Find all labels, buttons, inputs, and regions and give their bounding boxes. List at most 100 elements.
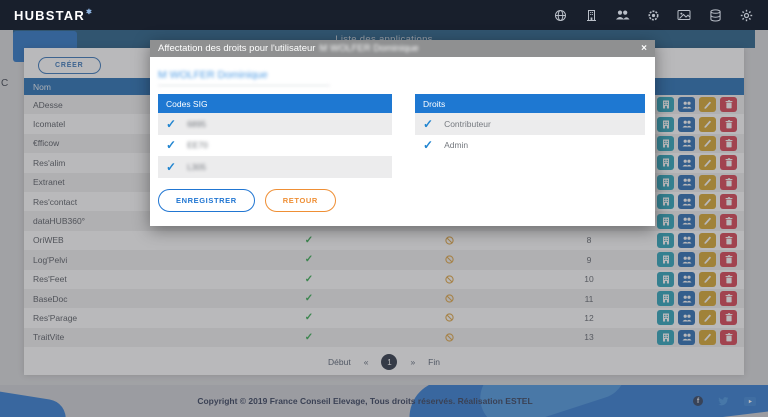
users-button[interactable] [678, 155, 695, 171]
image-icon[interactable] [676, 7, 692, 23]
delete-button[interactable] [720, 291, 737, 307]
pagination-next[interactable]: » [410, 357, 416, 367]
clipped-edge-text: C [1, 78, 9, 89]
edit-button[interactable] [699, 271, 716, 287]
edit-button[interactable] [699, 329, 716, 345]
back-button[interactable]: RETOUR [264, 188, 336, 212]
delete-button[interactable] [720, 194, 737, 210]
structures-button[interactable] [657, 97, 674, 113]
users-button[interactable] [678, 252, 695, 268]
app-name: TraitVite [33, 332, 65, 343]
app-name: Extranet [33, 177, 65, 188]
twitter-icon[interactable] [718, 396, 729, 406]
ban-icon [444, 313, 454, 323]
table-row: Icomatel ✓ [24, 114, 744, 133]
structures-button[interactable] [657, 252, 674, 268]
delete-button[interactable] [720, 252, 737, 268]
ban-icon [444, 333, 454, 342]
youtube-icon[interactable] [744, 396, 756, 406]
structures-button[interactable] [657, 329, 674, 345]
list-item[interactable]: ✓ Contributeur [415, 113, 645, 135]
check-icon: ✓ [166, 138, 177, 153]
users-button[interactable] [678, 232, 695, 248]
delete-button[interactable] [720, 213, 737, 229]
users-button[interactable] [678, 116, 695, 132]
edit-button[interactable] [699, 194, 716, 210]
create-button[interactable]: CRÉER [38, 57, 101, 74]
item-label: Contributeur [444, 118, 491, 129]
users-icon[interactable] [614, 7, 630, 23]
codes-sig-header: Codes SIG [158, 94, 392, 113]
close-icon[interactable]: × [641, 42, 647, 54]
structures-button[interactable] [657, 271, 674, 287]
structures-button[interactable] [657, 194, 674, 210]
list-item[interactable]: ✓ Admin [415, 135, 645, 157]
modal-body: M WOLFER Dominique Codes SIG ✓ 6895 ✓ EE… [150, 57, 655, 226]
delete-button[interactable] [720, 329, 737, 345]
top-navbar: HUBSTAR✱ [0, 0, 768, 30]
database-icon[interactable] [707, 7, 723, 23]
codes-list: ✓ 6895 ✓ EE70 ✓ L305 [158, 113, 392, 178]
delete-button[interactable] [720, 232, 737, 248]
edit-button[interactable] [699, 310, 716, 326]
users-button[interactable] [678, 97, 695, 113]
gear-icon[interactable] [738, 7, 754, 23]
badge-icon[interactable] [645, 7, 661, 23]
structures-button[interactable] [657, 116, 674, 132]
column-header-nom: Nom [33, 81, 51, 92]
structures-button[interactable] [657, 174, 674, 190]
users-button[interactable] [678, 194, 695, 210]
edit-button[interactable] [699, 291, 716, 307]
structures-button[interactable] [657, 135, 674, 151]
users-button[interactable] [678, 213, 695, 229]
globe-icon[interactable] [552, 7, 568, 23]
table-row: Res'Feet ✓ 10 [24, 270, 744, 289]
list-item[interactable]: ✓ 6895 [158, 113, 392, 135]
delete-button[interactable] [720, 97, 737, 113]
edit-button[interactable] [699, 213, 716, 229]
save-button[interactable]: ENREGISTRER [158, 188, 255, 212]
pagination-first[interactable]: Début [328, 357, 351, 367]
check-icon: ✓ [423, 116, 434, 131]
social-links: f [693, 396, 756, 406]
structures-button[interactable] [657, 232, 674, 248]
edit-button[interactable] [699, 155, 716, 171]
delete-button[interactable] [720, 271, 737, 287]
app-name: BaseDoc [33, 293, 68, 304]
app-name: Res'Feet [33, 274, 67, 285]
users-button[interactable] [678, 291, 695, 307]
delete-button[interactable] [720, 116, 737, 132]
users-button[interactable] [678, 310, 695, 326]
facebook-icon[interactable]: f [693, 396, 703, 406]
pagination-last[interactable]: Fin [428, 357, 440, 367]
structures-button[interactable] [657, 213, 674, 229]
structures-button[interactable] [657, 155, 674, 171]
delete-button[interactable] [720, 155, 737, 171]
app-name: Res'contact [33, 196, 78, 207]
users-button[interactable] [678, 329, 695, 345]
delete-button[interactable] [720, 310, 737, 326]
edit-button[interactable] [699, 252, 716, 268]
logo-star-icon: ✱ [86, 9, 94, 17]
edit-button[interactable] [699, 135, 716, 151]
app-name: dataHUB360° [33, 216, 86, 227]
building-icon[interactable] [583, 7, 599, 23]
structures-button[interactable] [657, 291, 674, 307]
user-name-link[interactable]: M WOLFER Dominique [158, 68, 330, 86]
pagination-current-page[interactable]: 1 [381, 354, 398, 370]
list-item[interactable]: ✓ EE70 [158, 135, 392, 157]
edit-button[interactable] [699, 116, 716, 132]
users-button[interactable] [678, 174, 695, 190]
delete-button[interactable] [720, 174, 737, 190]
list-item[interactable]: ✓ L305 [158, 156, 392, 178]
edit-button[interactable] [699, 174, 716, 190]
delete-button[interactable] [720, 135, 737, 151]
users-button[interactable] [678, 135, 695, 151]
users-button[interactable] [678, 271, 695, 287]
structures-button[interactable] [657, 310, 674, 326]
pagination-prev[interactable]: « [363, 357, 369, 367]
edit-button[interactable] [699, 97, 716, 113]
app-number: 10 [584, 274, 594, 285]
modal-title: Affectation des droits pour l'utilisateu… [158, 43, 316, 54]
edit-button[interactable] [699, 232, 716, 248]
